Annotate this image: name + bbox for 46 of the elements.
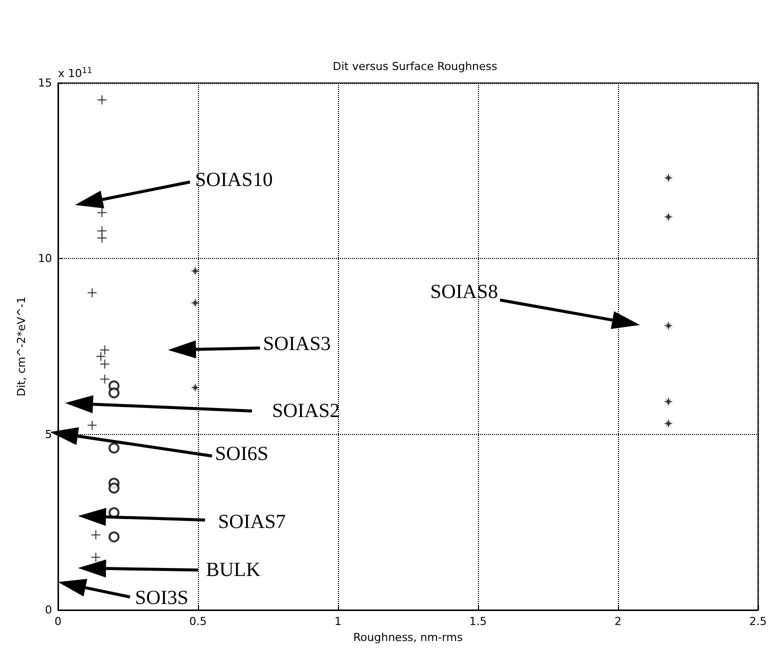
point: [664, 418, 673, 428]
point: [90, 530, 101, 540]
x-tick-label: 2: [614, 615, 622, 628]
point: [90, 552, 101, 562]
text: x 10$^{11}$: [58, 66, 92, 80]
x-axis-title: Roughness, nm-rms: [353, 631, 463, 644]
point: [100, 345, 110, 356]
x-tick-label: 1: [334, 615, 342, 628]
annotation: SOI6S: [215, 443, 268, 465]
point: [96, 351, 106, 362]
x-tick-label: 0.5: [189, 615, 207, 628]
annotation: BULK: [206, 559, 261, 581]
point: [664, 321, 673, 330]
point: [100, 359, 110, 370]
annotation: SOIAS8: [430, 281, 498, 303]
x-tick-label: 1.5: [469, 615, 487, 628]
point: [96, 226, 107, 236]
point: [664, 397, 673, 406]
point: [108, 531, 120, 542]
point: [87, 288, 98, 298]
point: [108, 482, 120, 494]
y-tick-label: 15: [38, 76, 52, 90]
annotation: SOIAS3: [263, 333, 331, 355]
point: [664, 173, 673, 182]
point: [190, 298, 200, 308]
point: [190, 266, 200, 276]
chart-title: Dit versus Surface Roughness: [332, 60, 498, 73]
point: [190, 383, 200, 392]
y-tick-label: 10: [38, 252, 52, 266]
annotation: SOI3S: [135, 587, 188, 609]
point: [100, 374, 110, 384]
annotation: SOIAS7: [218, 511, 286, 533]
x-tick-label: 2.5: [749, 615, 767, 628]
annotation: SOIAS2: [272, 400, 340, 422]
point: [96, 232, 107, 243]
y-tick-label: 5: [45, 428, 52, 441]
point: [108, 442, 120, 454]
x-tick-label: 0: [54, 615, 62, 628]
point: [96, 208, 107, 218]
point: [96, 94, 107, 105]
annotation: SOIAS10: [195, 169, 273, 191]
y-tick-label: 0: [45, 604, 52, 616]
point: [108, 387, 120, 398]
y-axis-title: Dit, cm^-2*eV^-1: [15, 296, 28, 396]
point: [664, 212, 673, 222]
point: [87, 420, 98, 430]
